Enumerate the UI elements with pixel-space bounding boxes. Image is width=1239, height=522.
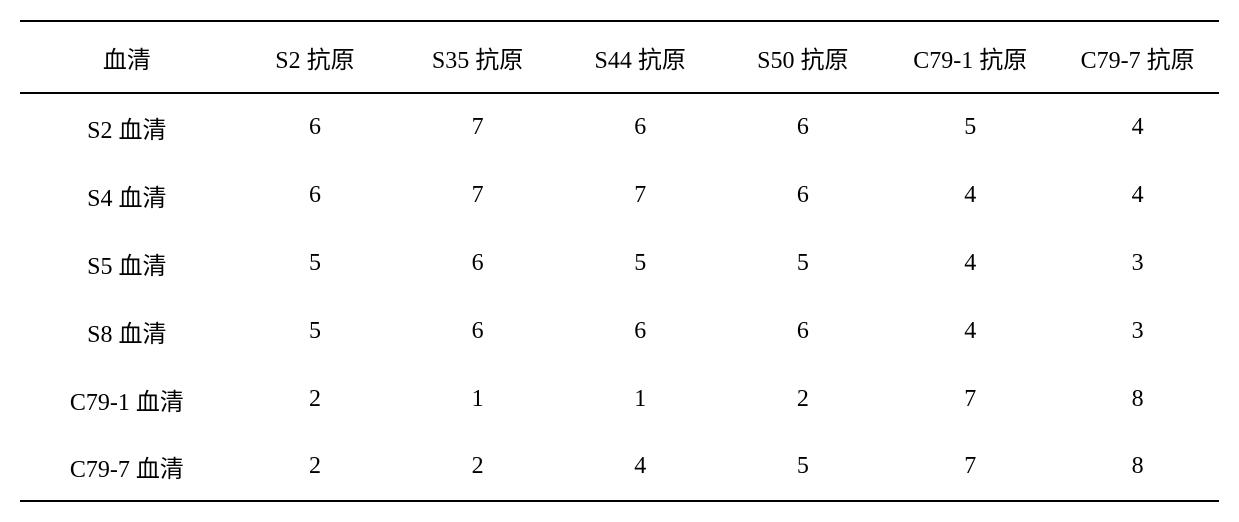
cell-value: 6 [722,161,885,229]
cell-value: 6 [559,297,722,365]
col-header-s35: S35 抗原 [396,21,559,93]
cell-value: 4 [884,297,1056,365]
table-header-row: 血清 S2 抗原 S35 抗原 S44 抗原 S50 抗原 C79-1 抗原 C… [20,21,1219,93]
row-label: C79-1 血清 [20,365,234,433]
cell-value: 6 [722,93,885,161]
cell-value: 8 [1056,433,1219,501]
cell-value: 2 [396,433,559,501]
table-row: S2 血清 6 7 6 6 5 4 [20,93,1219,161]
cell-value: 1 [396,365,559,433]
table-row: C79-1 血清 2 1 1 2 7 8 [20,365,1219,433]
data-table: 血清 S2 抗原 S35 抗原 S44 抗原 S50 抗原 C79-1 抗原 C… [20,20,1219,502]
row-label: S4 血清 [20,161,234,229]
cell-value: 5 [884,93,1056,161]
cell-value: 7 [559,161,722,229]
cell-value: 2 [234,433,397,501]
col-header-s50: S50 抗原 [722,21,885,93]
cell-value: 4 [1056,93,1219,161]
col-header-s2: S2 抗原 [234,21,397,93]
col-header-serum: 血清 [20,21,234,93]
cell-value: 4 [884,229,1056,297]
cell-value: 3 [1056,297,1219,365]
table-row: S4 血清 6 7 7 6 4 4 [20,161,1219,229]
cell-value: 2 [234,365,397,433]
cell-value: 3 [1056,229,1219,297]
cell-value: 6 [559,93,722,161]
cell-value: 7 [884,433,1056,501]
cell-value: 5 [559,229,722,297]
table-row: S5 血清 5 6 5 5 4 3 [20,229,1219,297]
cell-value: 7 [884,365,1056,433]
cell-value: 4 [884,161,1056,229]
cell-value: 5 [234,229,397,297]
cell-value: 5 [722,433,885,501]
cell-value: 8 [1056,365,1219,433]
col-header-s44: S44 抗原 [559,21,722,93]
cell-value: 1 [559,365,722,433]
cell-value: 6 [234,93,397,161]
cell-value: 5 [722,229,885,297]
col-header-c79-7: C79-7 抗原 [1056,21,1219,93]
cell-value: 2 [722,365,885,433]
table-row: S8 血清 5 6 6 6 4 3 [20,297,1219,365]
table-container: 血清 S2 抗原 S35 抗原 S44 抗原 S50 抗原 C79-1 抗原 C… [20,20,1219,502]
cell-value: 6 [396,297,559,365]
row-label: S2 血清 [20,93,234,161]
cell-value: 6 [722,297,885,365]
row-label: C79-7 血清 [20,433,234,501]
col-header-c79-1: C79-1 抗原 [884,21,1056,93]
row-label: S8 血清 [20,297,234,365]
cell-value: 4 [1056,161,1219,229]
cell-value: 6 [396,229,559,297]
cell-value: 6 [234,161,397,229]
cell-value: 7 [396,93,559,161]
cell-value: 5 [234,297,397,365]
cell-value: 7 [396,161,559,229]
row-label: S5 血清 [20,229,234,297]
table-row: C79-7 血清 2 2 4 5 7 8 [20,433,1219,501]
cell-value: 4 [559,433,722,501]
